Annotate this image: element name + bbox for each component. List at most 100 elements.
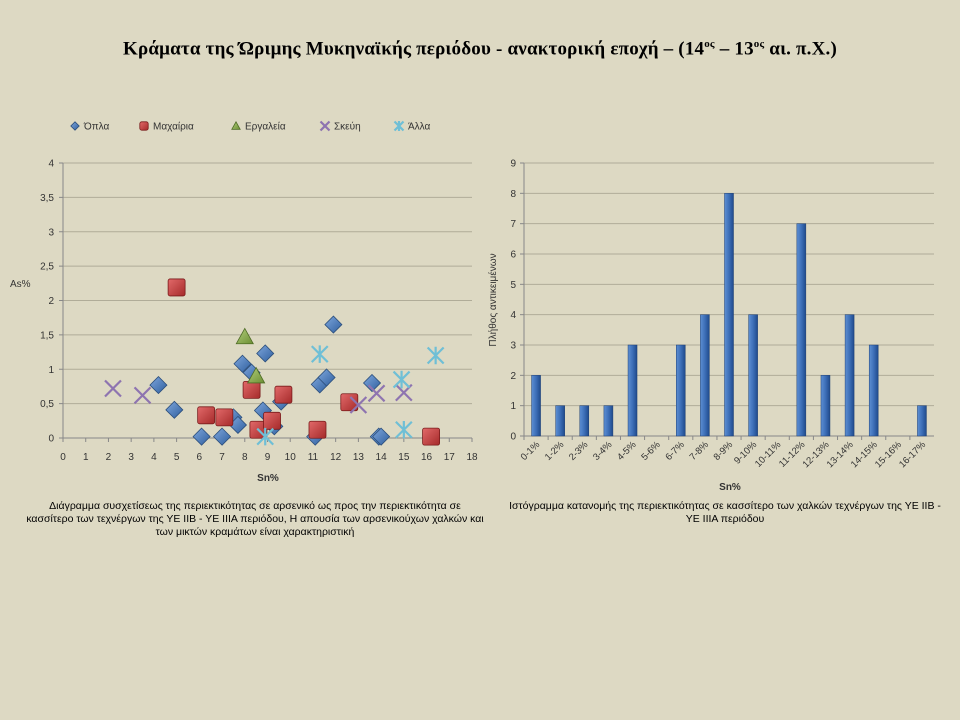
scatter-y-tick-label: 0 xyxy=(48,434,54,445)
hist-y-tick-label: 4 xyxy=(510,310,516,321)
scatter-point xyxy=(165,400,184,419)
histogram-chart: 0 1 2 3 4 5 6 7 8 9 0-1% 1-2% 2-3% 3-4% 4-5% 5-6% 6-7% 7-… xyxy=(487,159,934,493)
legend-label: Εργαλεία xyxy=(245,121,286,133)
scatter-point xyxy=(372,427,391,446)
scatter-x-tick-label: 18 xyxy=(466,452,478,463)
scatter-point xyxy=(310,345,329,363)
hist-y-tick-label: 6 xyxy=(510,250,516,261)
scatter-y-tick-label: 1,5 xyxy=(40,330,54,341)
scatter-x-tick-label: 2 xyxy=(106,452,112,463)
scatter-point xyxy=(256,344,275,363)
scatter-point xyxy=(274,385,293,404)
hist-x-tick-label: 5-6% xyxy=(639,439,663,463)
scatter-point xyxy=(263,411,281,430)
legend-label: Όπλα xyxy=(83,122,109,133)
scatter-point xyxy=(242,380,261,399)
hist-bar xyxy=(555,405,565,437)
hist-y-tick-label: 9 xyxy=(510,159,516,170)
scatter-point xyxy=(133,386,152,405)
scatter-point xyxy=(362,373,382,393)
hist-x-tick-label: 1-2% xyxy=(543,439,567,463)
scatter-point xyxy=(215,408,234,427)
legend-label: Σκεύη xyxy=(334,121,361,133)
scatter-point xyxy=(256,427,275,446)
scatter-point xyxy=(349,396,368,414)
scatter-point xyxy=(395,420,413,439)
scatter-point xyxy=(167,278,186,297)
hist-y-tick-label: 3 xyxy=(510,341,516,352)
hist-x-tick-label: 16-17% xyxy=(897,439,928,470)
scatter-x-tick-label: 8 xyxy=(242,452,248,463)
hist-bar xyxy=(844,314,855,437)
hist-x-tick-label: 4-5% xyxy=(615,439,639,463)
hist-x-tick-label: 0-1% xyxy=(519,439,543,463)
scatter-x-tick-label: 0 xyxy=(60,452,66,463)
hist-x-tick-label: 7-8% xyxy=(688,439,712,463)
scatter-point xyxy=(308,420,327,439)
hist-y-tick-label: 7 xyxy=(510,219,516,230)
scatter-y-axis-label: As% xyxy=(10,279,31,290)
hist-x-tick-label: 2-3% xyxy=(567,439,591,463)
scatter-point xyxy=(392,370,411,389)
scatter-point xyxy=(426,346,445,365)
histogram-caption: Ιστόγραμμα κατανομής της περιεκτικότητας… xyxy=(509,500,941,525)
hist-x-axis-label: Sn% xyxy=(719,482,741,493)
hist-y-tick-label: 0 xyxy=(510,432,516,443)
scatter-x-tick-label: 14 xyxy=(376,452,388,463)
scatter-point xyxy=(197,406,216,425)
scatter-y-tick-label: 2 xyxy=(48,296,54,307)
scatter-x-tick-label: 13 xyxy=(353,452,365,463)
scatter-point xyxy=(324,315,343,334)
scatter-point xyxy=(149,375,168,395)
scatter-y-tick-label: 2,5 xyxy=(40,262,54,273)
legend-label: Άλλα xyxy=(408,122,431,133)
hist-y-tick-label: 8 xyxy=(510,189,516,200)
scatter-point xyxy=(233,354,252,373)
scatter-x-tick-label: 11 xyxy=(308,452,319,463)
legend-marker xyxy=(231,120,241,130)
scatter-x-tick-label: 4 xyxy=(151,452,157,463)
hist-y-tick-label: 2 xyxy=(510,371,516,382)
hist-bar xyxy=(748,314,758,437)
hist-bar xyxy=(531,375,541,437)
scatter-x-tick-label: 6 xyxy=(197,452,203,463)
hist-bar xyxy=(627,344,638,437)
scatter-y-tick-label: 0,5 xyxy=(40,399,54,410)
scatter-x-tick-label: 5 xyxy=(174,452,180,463)
hist-bar xyxy=(820,375,831,437)
scatter-x-tick-label: 3 xyxy=(128,452,134,463)
scatter-point xyxy=(212,427,232,446)
scatter-y-tick-label: 3 xyxy=(48,227,54,238)
hist-bar xyxy=(700,314,710,437)
scatter-x-tick-label: 1 xyxy=(83,452,89,463)
hist-bar xyxy=(579,405,590,437)
hist-bar xyxy=(917,405,927,437)
legend-label: Μαχαίρια xyxy=(153,121,194,133)
page-title: Κράματα της Ώριμης Μυκηναϊκής περιόδου -… xyxy=(122,38,838,60)
scatter-x-axis-label: Sn% xyxy=(257,473,279,484)
legend-marker xyxy=(393,120,405,132)
scatter-x-tick-label: 7 xyxy=(219,452,225,463)
legend-marker xyxy=(319,120,331,132)
legend-marker xyxy=(70,121,80,131)
scatter-x-tick-label: 12 xyxy=(330,452,342,463)
hist-bar xyxy=(868,344,879,437)
hist-y-tick-label: 5 xyxy=(510,280,516,291)
scatter-y-tick-label: 1 xyxy=(48,365,54,376)
hist-bar xyxy=(603,405,614,437)
scatter-x-tick-label: 9 xyxy=(265,452,271,463)
hist-bar xyxy=(676,344,686,437)
scatter-y-tick-label: 4 xyxy=(48,159,54,170)
scatter-point xyxy=(340,393,359,412)
hist-x-tick-label: 3-4% xyxy=(591,439,615,463)
scatter-point xyxy=(235,327,254,345)
scatter-point xyxy=(317,368,336,387)
hist-bar xyxy=(796,223,807,437)
scatter-x-tick-label: 15 xyxy=(398,452,410,463)
scatter-point xyxy=(104,379,122,398)
scatter-x-tick-label: 16 xyxy=(421,452,433,463)
hist-bar xyxy=(724,193,734,437)
scatter-point xyxy=(422,427,441,446)
hist-y-axis-label: Πλήθος αντικειμένων xyxy=(487,253,499,346)
